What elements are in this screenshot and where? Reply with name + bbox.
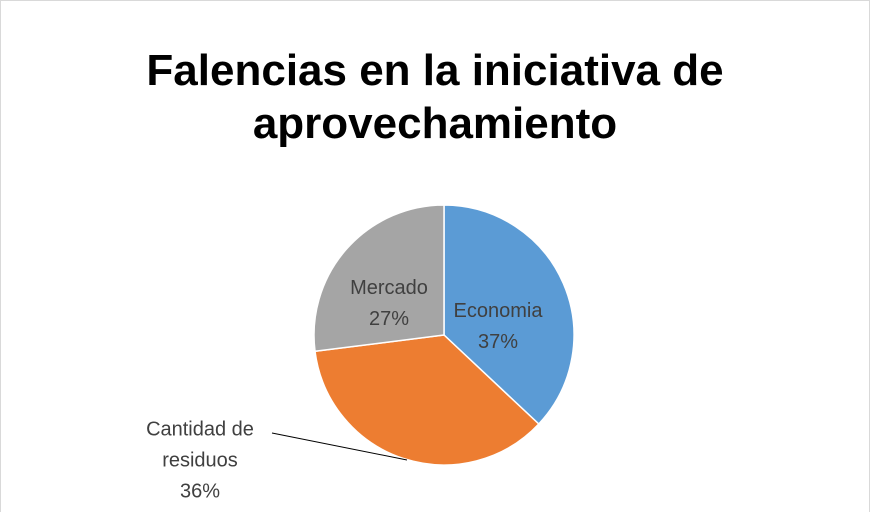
- slice-category-label: Mercado: [350, 277, 428, 299]
- pie-slice: [443, 204, 575, 426]
- slice-category-label: Cantidad de residuos: [146, 418, 254, 472]
- slice-value-label: 37%: [477, 331, 519, 353]
- leader-line: [271, 432, 408, 461]
- pie-slice: [313, 204, 445, 353]
- slice-category-label: Economia: [453, 300, 543, 322]
- slice-value-label: 27%: [368, 308, 410, 330]
- slice-label: Cantidad de residuos 36%: [135, 415, 265, 508]
- slice-value-label: 36%: [179, 480, 221, 503]
- slice-label: Mercado 27%: [319, 273, 459, 335]
- chart-title: Falencias en la iniciativa de aprovecham…: [146, 46, 724, 148]
- pie-slice: [314, 334, 540, 466]
- slice-label: Economia 37%: [428, 296, 568, 358]
